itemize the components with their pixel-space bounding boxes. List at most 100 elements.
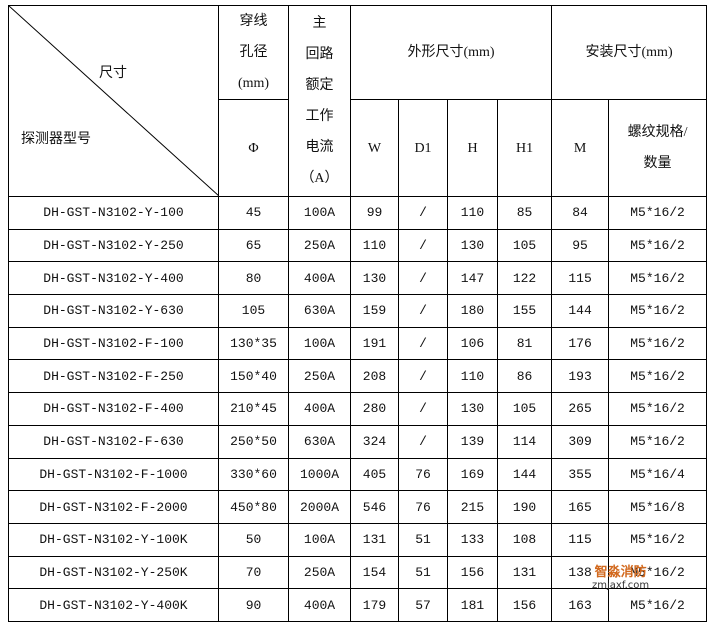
thread-line: 螺纹规格/ [627, 125, 688, 140]
table-cell: DH-GST-N3102-F-630 [8, 424, 219, 459]
table-row: DH-GST-N3102-Y-250K 70 250A 154 51 156 131 138 M… [8, 555, 708, 590]
table-cell: 110 [447, 196, 498, 230]
table-cell: 250A [288, 555, 351, 590]
table-cell: 51 [398, 522, 448, 557]
corner-bottom: 探测器型号 [21, 132, 91, 147]
table-cell: / [398, 424, 448, 459]
hole-symbol: Φ [218, 99, 289, 197]
current-line: 主 [312, 16, 327, 31]
table-cell: 147 [447, 261, 498, 296]
table-cell: 84 [551, 196, 610, 230]
table-cell: 1000A [288, 457, 351, 492]
thread-header: 螺纹规格/数量 [608, 99, 708, 197]
current-line: 电流 [305, 140, 334, 155]
table-cell: 169 [447, 457, 498, 492]
watermark-url: zmjaxf.com [592, 580, 650, 591]
table-cell: M5*16/2 [608, 392, 708, 426]
table-cell: 105 [496, 392, 553, 426]
table-cell: 95 [551, 228, 610, 263]
table-cell: M5*16/8 [608, 490, 708, 524]
table-cell: 100A [288, 522, 351, 557]
table-cell: 193 [551, 359, 610, 394]
table-cell: 144 [551, 294, 610, 328]
table-cell: 130 [447, 392, 498, 426]
column-header: H [447, 99, 498, 197]
table-cell: DH-GST-N3102-F-100 [8, 326, 219, 361]
table-cell: / [398, 392, 448, 426]
table-cell: / [398, 294, 448, 328]
table-cell: 165 [551, 490, 610, 524]
watermark-name: 智淼消防 [594, 565, 647, 580]
table-cell: 630A [288, 424, 351, 459]
table-cell: M5*16/2 [608, 196, 708, 230]
table-cell: 179 [350, 588, 399, 622]
table-cell: 2000A [288, 490, 351, 524]
table-cell: 70 [218, 555, 289, 590]
table-cell: 159 [350, 294, 399, 328]
table-cell: 324 [350, 424, 399, 459]
table-cell: 100A [288, 326, 351, 361]
table-cell: 330*60 [218, 457, 289, 492]
current-header: 主回路 额定 工作 电流 （A） [288, 5, 351, 197]
table-cell: 154 [350, 555, 399, 590]
table-cell: 130 [447, 228, 498, 263]
table-cell: M5*16/2 [608, 555, 708, 590]
table-cell: M5*16/2 [608, 522, 708, 557]
table-cell: 131 [350, 522, 399, 557]
table-cell: 65 [218, 228, 289, 263]
table-row: DH-GST-N3102-F-250 150*40 250A 208/110 86 193… [8, 359, 708, 394]
table-cell: 133 [447, 522, 498, 557]
table-cell: 400A [288, 261, 351, 296]
table-cell: 106 [447, 326, 498, 361]
spec-table: 尺寸 探测器型号 穿线 孔径 (mm) 主回路 额定 工作 电流 （A） 外形尺寸(mm) … [8, 5, 708, 622]
table-cell: 144 [496, 457, 553, 492]
table-row: DH-GST-N3102-Y-100 45 100A 99/110 85 84 M5*16/… [8, 196, 708, 230]
table-cell: M5*16/2 [608, 424, 708, 459]
table-cell: 99 [350, 196, 399, 230]
table-cell: M5*16/2 [608, 294, 708, 328]
thread-line: 数量 [643, 156, 672, 171]
table-cell: 105 [218, 294, 289, 328]
table-cell: 76 [398, 457, 448, 492]
table-cell: 309 [551, 424, 610, 459]
table-cell: DH-GST-N3102-Y-250K [8, 555, 219, 590]
table-cell: 130 [350, 261, 399, 296]
column-header: H1 [496, 99, 553, 197]
table-cell: 355 [551, 457, 610, 492]
hole-line: 穿线 [239, 14, 268, 29]
table-cell: 190 [496, 490, 553, 524]
table-cell: 90 [218, 588, 289, 622]
table-cell: 215 [447, 490, 498, 524]
table-cell: DH-GST-N3102-Y-400K [8, 588, 219, 622]
table-cell: / [398, 228, 448, 263]
table-cell: 45 [218, 196, 289, 230]
table-cell: M5*16/4 [608, 457, 708, 492]
hole-line: 孔径 [239, 45, 268, 60]
current-line: （A） [300, 171, 339, 186]
column-header: W [350, 99, 399, 197]
watermark: 智淼消防 zmjaxf.com [592, 565, 650, 592]
table-cell: 280 [350, 392, 399, 426]
table-cell: 76 [398, 490, 448, 524]
table-cell: M5*16/2 [608, 228, 708, 263]
table-row: DH-GST-N3102-Y-630 105 630A 159/180 155 144 M5… [8, 294, 708, 328]
table-cell: M5*16/2 [608, 261, 708, 296]
table-cell: 400A [288, 392, 351, 426]
table-cell: 50 [218, 522, 289, 557]
table-row: DH-GST-N3102-F-2000 450*80 2000A 546 76 215 19… [8, 490, 708, 524]
header-row: 尺寸 探测器型号 穿线 孔径 (mm) 主回路 额定 工作 电流 （A） 外形尺寸(mm) … [8, 5, 708, 197]
table-cell: M5*16/2 [608, 588, 708, 622]
table-cell: DH-GST-N3102-Y-630 [8, 294, 219, 328]
table-row: DH-GST-N3102-F-100 130*35 100A 191/106 81 176… [8, 326, 708, 361]
table-cell: 180 [447, 294, 498, 328]
table-cell: DH-GST-N3102-Y-100 [8, 196, 219, 230]
diagonal [9, 6, 219, 196]
table-cell: 86 [496, 359, 553, 394]
hole-line: (mm) [237, 76, 270, 91]
table-cell: 115 [551, 261, 610, 296]
table-cell: 80 [218, 261, 289, 296]
table-cell: 100A [288, 196, 351, 230]
table-cell: M5*16/2 [608, 359, 708, 394]
